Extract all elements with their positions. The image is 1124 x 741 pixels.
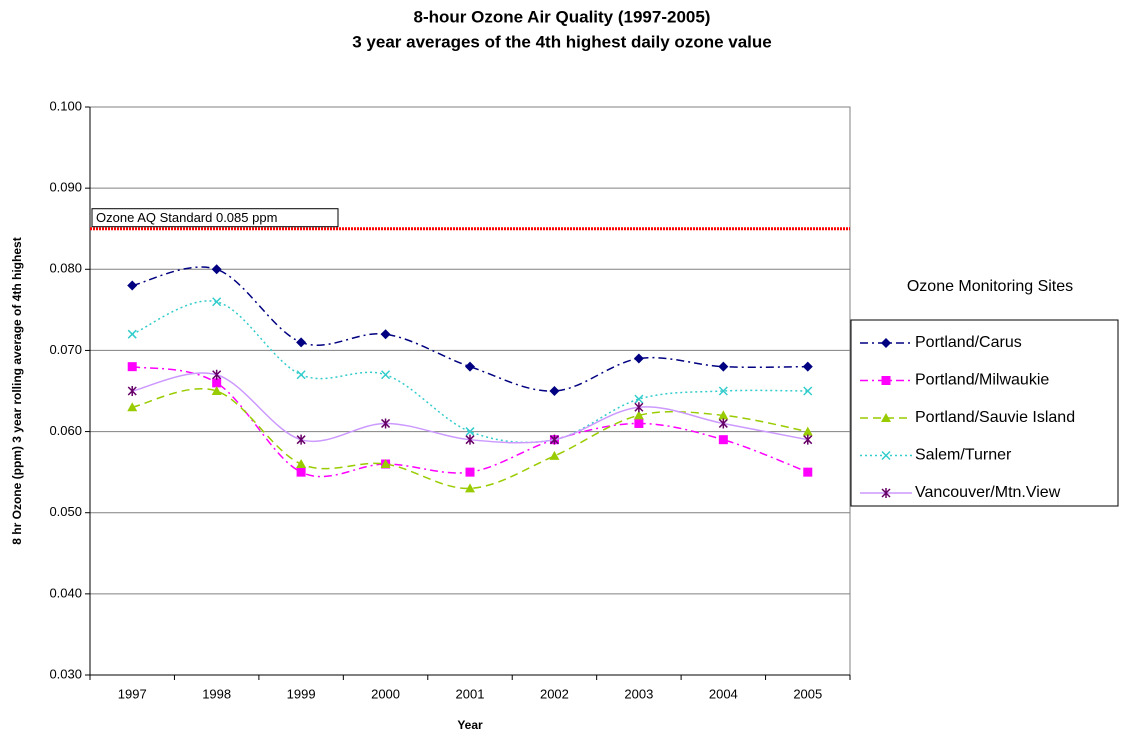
marker [802, 361, 813, 372]
legend-title: Ozone Monitoring Sites [907, 278, 1073, 295]
marker [380, 329, 391, 340]
y-tick-label: 0.080 [49, 261, 82, 276]
marker [802, 426, 813, 436]
marker [212, 297, 222, 307]
marker [127, 362, 137, 372]
series [127, 386, 813, 493]
legend-box [850, 319, 1119, 507]
x-tick-label: 2000 [371, 686, 400, 701]
marker [127, 402, 138, 412]
marker [127, 386, 137, 396]
marker [881, 413, 891, 422]
marker [465, 427, 475, 437]
marker [549, 450, 560, 460]
marker [212, 378, 222, 388]
y-tick-label: 0.050 [49, 504, 82, 519]
marker [296, 459, 307, 469]
x-tick-label: 1999 [287, 686, 316, 701]
legend-label: Portland/Milwaukie [915, 372, 1049, 389]
marker [803, 434, 813, 445]
marker [881, 376, 891, 385]
marker [549, 434, 559, 445]
marker [718, 418, 728, 429]
x-tick-label: 1997 [118, 686, 147, 701]
reference-label-box [91, 208, 339, 228]
chart-subtitle: 3 year averages of the 4th highest daily… [352, 32, 771, 51]
x-tick-label: 2001 [456, 686, 485, 701]
y-tick-label: 0.090 [49, 180, 82, 195]
chart-title: 8-hour Ozone Air Quality (1997-2005) [414, 7, 711, 26]
legend-label: Portland/Carus [915, 334, 1022, 351]
marker [296, 370, 306, 380]
marker [634, 418, 644, 428]
marker [465, 467, 475, 477]
x-tick-label: 2004 [709, 686, 738, 701]
legend-label: Salem/Turner [915, 447, 1012, 464]
y-tick-label: 0.070 [49, 342, 82, 357]
marker [881, 338, 891, 348]
marker [465, 361, 475, 372]
marker [718, 435, 728, 445]
x-tick-label: 2003 [624, 686, 653, 701]
marker [296, 467, 306, 477]
marker [465, 483, 475, 493]
marker [803, 467, 813, 477]
marker [803, 386, 813, 396]
marker [211, 386, 222, 395]
y-tick-label: 0.100 [49, 98, 82, 113]
series-line [132, 388, 808, 490]
marker [465, 434, 475, 445]
series-line [132, 266, 808, 392]
marker [634, 402, 644, 413]
marker [718, 410, 729, 420]
x-tick-label: 2005 [793, 686, 822, 701]
y-tick-label: 0.030 [49, 666, 82, 681]
series [127, 362, 813, 478]
series [127, 369, 813, 445]
y-tick-label: 0.060 [49, 423, 82, 438]
series [127, 264, 813, 396]
marker [380, 459, 391, 469]
marker [381, 418, 391, 429]
marker [881, 450, 891, 461]
x-tick-label: 1998 [202, 686, 231, 701]
marker [549, 386, 560, 396]
legend-label: Vancouver/Mtn.View [915, 484, 1061, 501]
marker [211, 264, 222, 275]
marker [881, 488, 891, 498]
marker [633, 353, 644, 364]
marker [212, 369, 222, 380]
marker [296, 337, 307, 348]
x-axis-label: Year [457, 718, 483, 732]
legend-label: Portland/Sauvie Island [915, 409, 1075, 426]
reference-label: Ozone AQ Standard 0.085 ppm [96, 210, 277, 225]
marker [718, 386, 728, 396]
marker [296, 434, 306, 445]
marker [127, 329, 137, 339]
y-tick-label: 0.040 [49, 585, 82, 600]
x-tick-label: 2002 [540, 686, 569, 701]
y-axis-label: 8 hr Ozone (ppm) 3 year rolling average … [10, 237, 24, 544]
marker [718, 361, 729, 372]
marker [127, 280, 138, 291]
marker [633, 410, 644, 420]
marker [381, 370, 391, 380]
marker [634, 394, 644, 404]
